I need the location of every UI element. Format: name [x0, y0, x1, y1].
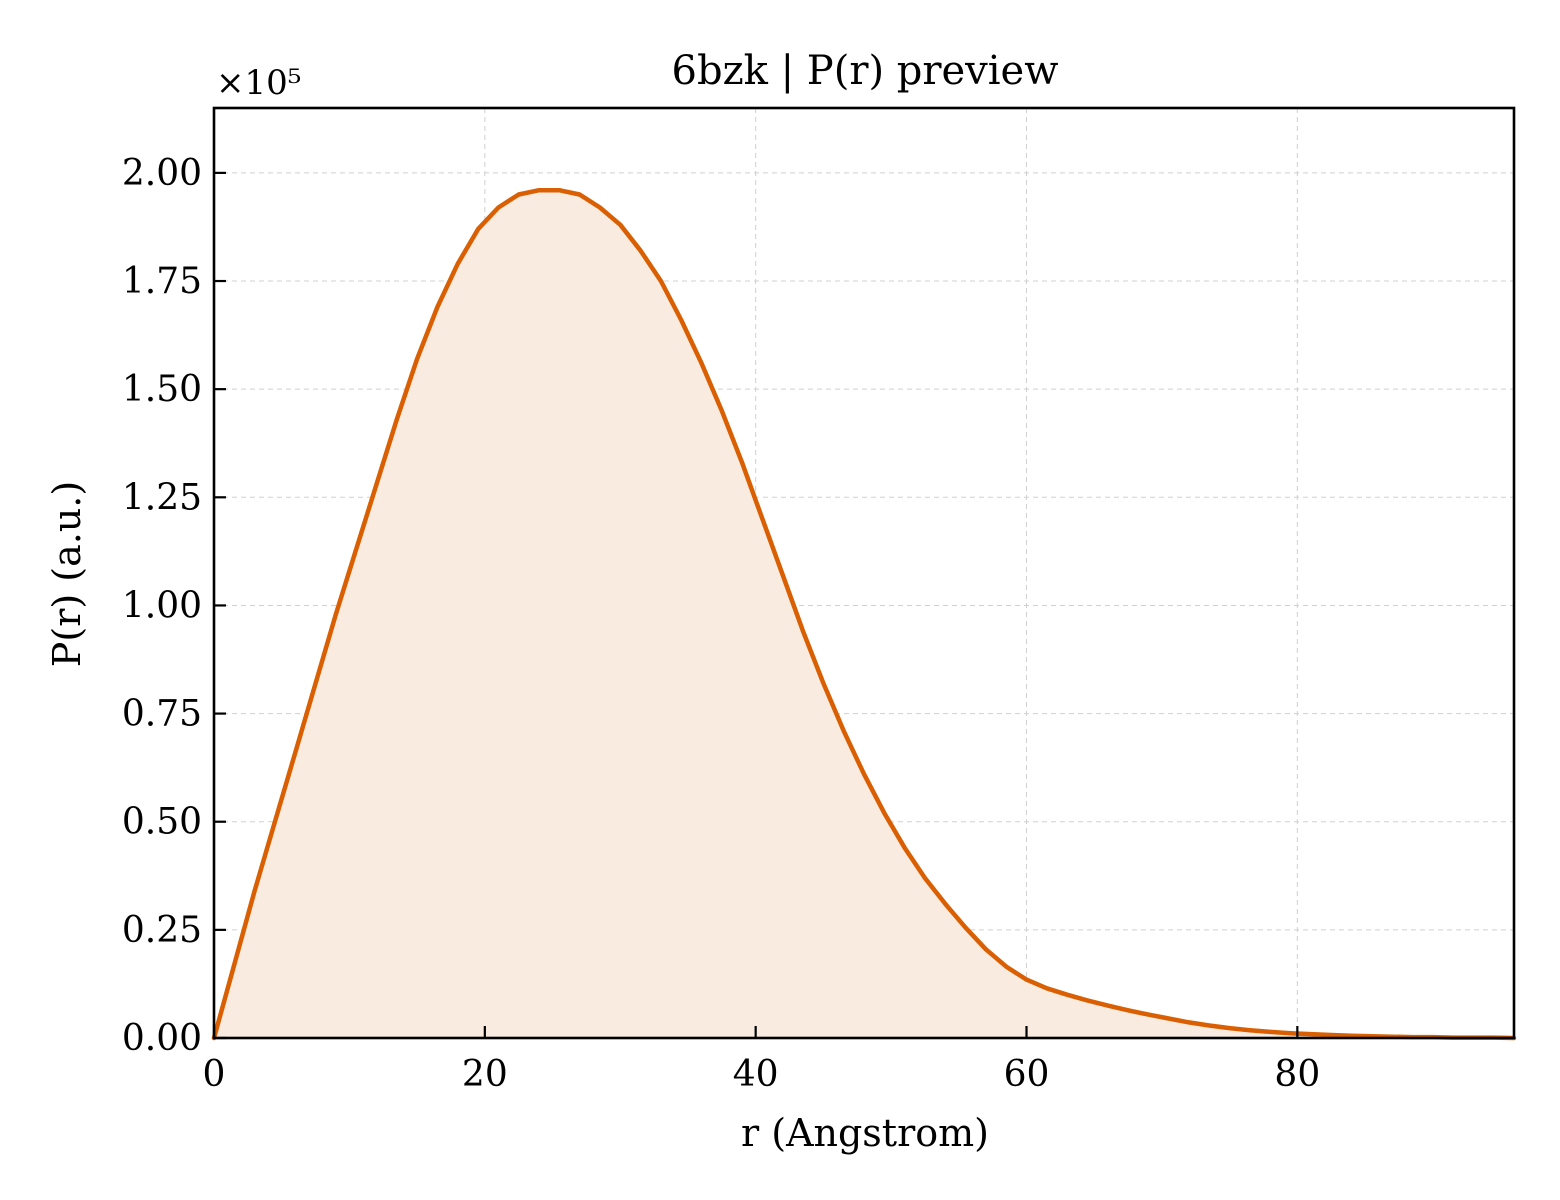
y-scale-multiplier: ×10⁵: [216, 63, 301, 103]
y-tick-label: 1.00: [122, 585, 202, 626]
x-tick-label: 0: [203, 1054, 226, 1095]
y-tick-label: 0.00: [122, 1018, 202, 1059]
x-tick-label: 60: [1004, 1054, 1050, 1095]
chart-title: 6bzk | P(r) preview: [672, 48, 1059, 94]
series-area-fill: [214, 190, 1514, 1038]
x-axis-title: r (Angstrom): [741, 1111, 989, 1155]
x-tick-label: 80: [1274, 1054, 1320, 1095]
y-tick-label: 1.75: [122, 261, 202, 302]
y-tick-label: 2.00: [122, 153, 202, 194]
y-axis-title: P(r) (a.u.): [45, 481, 89, 667]
y-tick-label: 1.25: [122, 477, 202, 518]
plot-frame: [212, 106, 1516, 1040]
y-tick-label: 0.25: [122, 910, 202, 951]
x-tick-label: 20: [462, 1054, 508, 1095]
y-tick-label: 1.50: [122, 369, 202, 410]
y-tick-label: 0.50: [122, 802, 202, 843]
axis-ticks: [212, 171, 1299, 1040]
y-tick-labels: 0.00 0.25 0.50 0.75 1.00 1.25 1.50 1.75 2.00: [122, 153, 202, 1059]
x-tick-label: 40: [733, 1054, 779, 1095]
x-tick-labels: 0 20 40 60 80: [203, 1054, 1321, 1095]
y-tick-label: 0.75: [122, 694, 202, 735]
